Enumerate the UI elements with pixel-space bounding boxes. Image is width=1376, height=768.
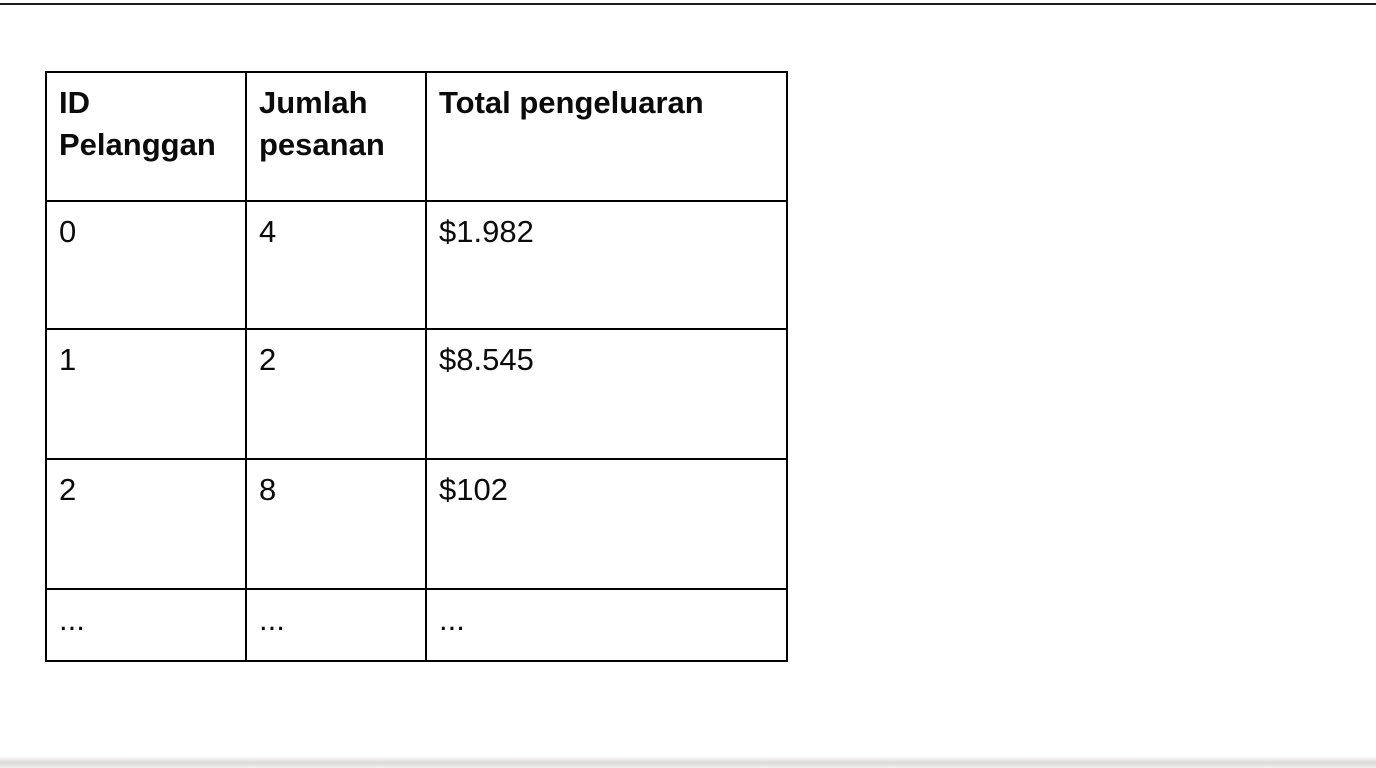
table-cell: 0 (45, 200, 247, 330)
table-cell: $8.545 (425, 328, 788, 460)
table-cell: $102 (425, 458, 788, 590)
table-row: 1 2 $8.545 (45, 328, 788, 460)
table-row: 2 8 $102 (45, 458, 788, 590)
column-header-total-pengeluaran: Total pengeluaran (425, 71, 788, 202)
table-row-ellipsis: ... ... ... (45, 588, 788, 662)
bottom-edge-artifact-strip (0, 756, 1376, 768)
top-edge-artifact-line (0, 3, 1376, 5)
customer-spending-table: ID Pelanggan Jumlah pesanan Total pengel… (45, 71, 788, 662)
table-cell: 8 (245, 458, 427, 590)
table-cell: 4 (245, 200, 427, 330)
table-cell: ... (45, 588, 247, 662)
table-cell: ... (425, 588, 788, 662)
table-cell: $1.982 (425, 200, 788, 330)
column-header-id-pelanggan: ID Pelanggan (45, 71, 247, 202)
table-cell: 1 (45, 328, 247, 460)
header-row: ID Pelanggan Jumlah pesanan Total pengel… (45, 71, 788, 202)
table-cell: 2 (45, 458, 247, 590)
table-cell: ... (245, 588, 427, 662)
table-cell: 2 (245, 328, 427, 460)
table-row: 0 4 $1.982 (45, 200, 788, 330)
column-header-jumlah-pesanan: Jumlah pesanan (245, 71, 427, 202)
